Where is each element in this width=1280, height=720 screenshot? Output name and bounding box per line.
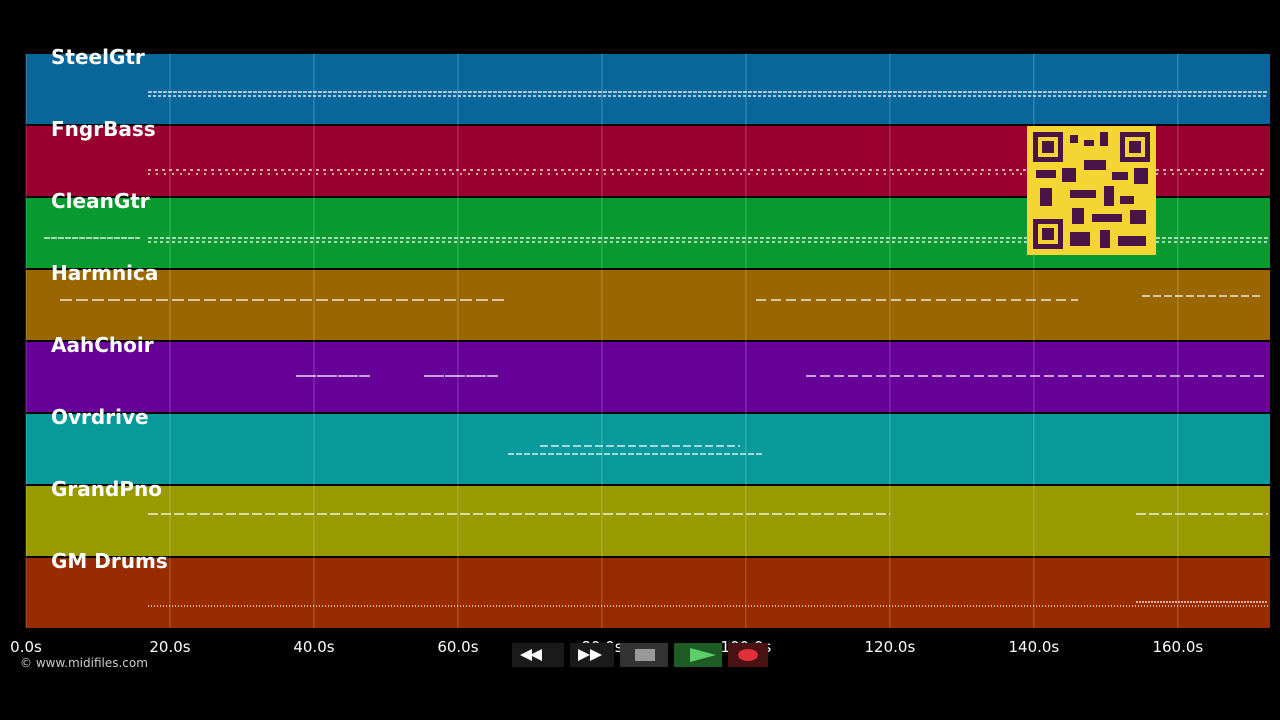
tick-label: 120.0s (865, 638, 916, 656)
tick-label: 160.0s (1152, 638, 1203, 656)
forward-button[interactable] (570, 643, 614, 667)
track-name: Harmnica (51, 261, 158, 285)
tick-label: 40.0s (293, 638, 334, 656)
copyright: © www.midifiles.com (20, 656, 148, 670)
track-name: FngrBass (51, 117, 156, 141)
rewind-button[interactable] (512, 643, 564, 667)
track-name: CleanGtr (51, 189, 150, 213)
track-lane (26, 342, 1270, 412)
track-name: SteelGtr (51, 45, 145, 69)
play-button[interactable] (674, 643, 722, 667)
track-lane (26, 414, 1270, 484)
tick-label: 20.0s (149, 638, 190, 656)
tick-label: 60.0s (437, 638, 478, 656)
stop-button[interactable] (620, 643, 668, 667)
track-lane (26, 558, 1270, 628)
qr-code (1027, 126, 1156, 255)
track-name: GrandPno (51, 477, 162, 501)
track-name: AahChoir (51, 333, 154, 357)
track-lane (26, 486, 1270, 556)
transport-controls (512, 643, 768, 667)
track-lane (26, 54, 1270, 124)
tick-label: 0.0s (10, 638, 42, 656)
track-name: Ovrdrive (51, 405, 149, 429)
record-button[interactable] (728, 643, 768, 667)
track-name: GM Drums (51, 549, 168, 573)
notes (44, 91, 1268, 607)
track-lane (26, 270, 1270, 340)
tick-label: 140.0s (1008, 638, 1059, 656)
